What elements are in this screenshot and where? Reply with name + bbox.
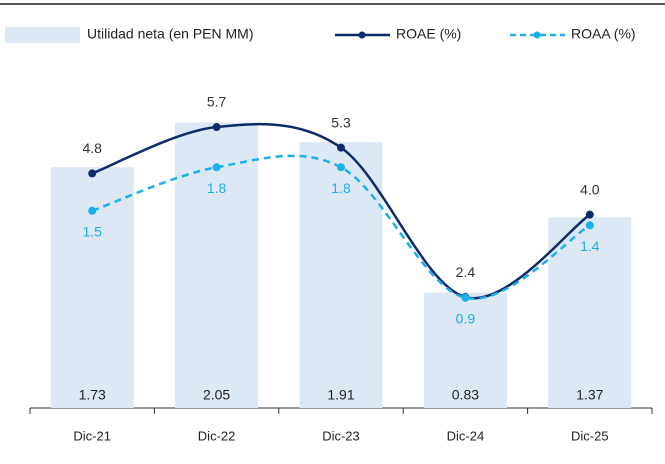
line-marker	[88, 169, 97, 178]
line-value-label: 5.3	[331, 114, 351, 130]
legend-swatch	[5, 27, 80, 43]
line-value-label: 0.9	[456, 311, 476, 327]
line-marker	[337, 143, 345, 152]
line-value-label: 1.8	[207, 180, 227, 196]
line-marker	[212, 163, 221, 172]
bar	[50, 167, 134, 408]
line-marker	[585, 210, 594, 219]
x-tick-label: Dic-22	[198, 428, 236, 443]
legend-marker	[358, 31, 366, 39]
bar	[299, 142, 383, 409]
legend-label: ROAE (%)	[396, 26, 461, 42]
bar-value-label: 1.37	[576, 387, 603, 403]
x-tick-label: Dic-24	[447, 428, 485, 443]
bar-value-label: 1.91	[327, 387, 354, 403]
line-value-label: 5.7	[207, 94, 227, 110]
line-marker	[585, 221, 594, 230]
x-tick-label: Dic-23	[322, 428, 360, 443]
bar-value-label: 0.83	[452, 387, 479, 403]
line-value-label: 1.4	[580, 238, 600, 254]
line-marker	[337, 163, 345, 172]
bar	[423, 292, 507, 408]
line-value-label: 2.4	[456, 264, 476, 280]
line-value-label: 4.8	[82, 140, 102, 156]
legend-marker	[533, 31, 541, 39]
line-value-label: 4.0	[580, 181, 600, 197]
legend-label: Utilidad neta (en PEN MM)	[87, 26, 254, 42]
bar-value-label: 2.05	[203, 387, 230, 403]
bar-value-label: 1.73	[79, 387, 106, 403]
line-value-label: 1.8	[331, 180, 351, 196]
legend-label: ROAA (%)	[571, 26, 636, 42]
line-marker	[461, 293, 470, 302]
line-series	[91, 122, 591, 300]
line-marker	[88, 206, 97, 215]
line-value-label: 1.5	[82, 224, 102, 240]
x-tick-label: Dic-21	[73, 428, 111, 443]
line-marker	[212, 123, 221, 132]
x-tick-label: Dic-25	[571, 428, 609, 443]
line-series	[91, 154, 591, 300]
